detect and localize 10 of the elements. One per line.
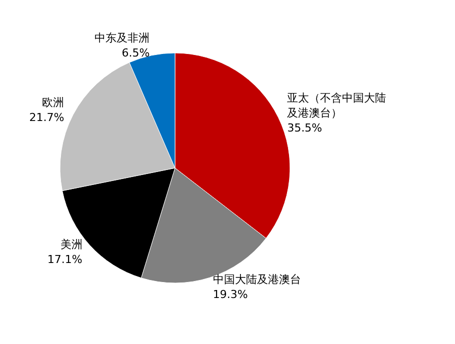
slice-label: 欧洲: [42, 96, 64, 110]
data-label: 35.5%: [287, 121, 322, 134]
data-label: 6.5%: [122, 46, 150, 60]
slice-label: 美洲: [60, 238, 82, 251]
slice-label: 中国大陆及港澳台: [212, 273, 301, 286]
data-label: 19.3%: [212, 288, 248, 302]
slice-label: 亚太（不含中国大陆及港澳台）: [287, 91, 386, 120]
data-label: 21.7%: [29, 111, 64, 124]
data-label: 17.1%: [47, 252, 82, 266]
slice-label: 中东及非洲: [94, 32, 150, 45]
